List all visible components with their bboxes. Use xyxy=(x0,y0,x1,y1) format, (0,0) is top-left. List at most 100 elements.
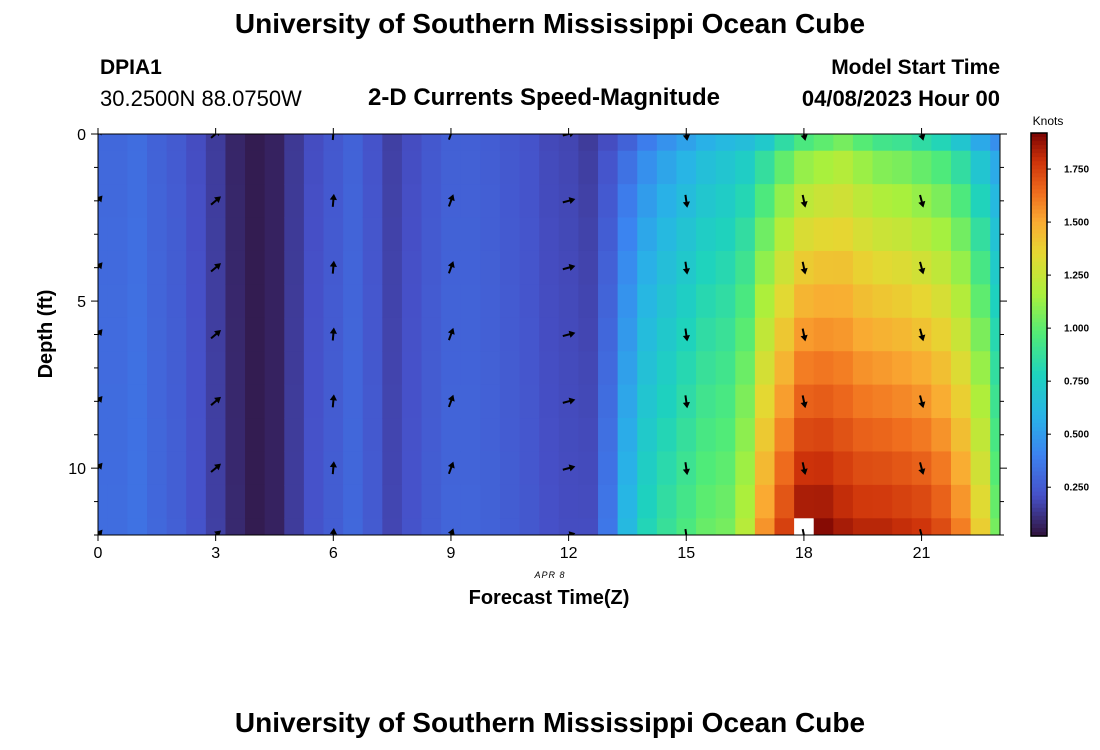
heatmap-cell xyxy=(558,217,580,252)
heatmap-cell xyxy=(107,284,129,319)
heatmap-cell-missing xyxy=(794,518,815,535)
heatmap-cell xyxy=(539,184,560,219)
heatmap-cell xyxy=(343,384,364,419)
heatmap-cell xyxy=(774,518,795,535)
heatmap-cell xyxy=(284,134,305,152)
heatmap-cell xyxy=(401,484,423,519)
heatmap-cell xyxy=(401,518,423,535)
heatmap-cell xyxy=(186,250,207,285)
heatmap-cell xyxy=(872,518,893,535)
heatmap-cell xyxy=(147,484,168,519)
heatmap-cell xyxy=(872,351,893,386)
heatmap-cell xyxy=(950,217,972,252)
colorbar-segment xyxy=(1031,507,1047,513)
colorbar-segment xyxy=(1031,322,1047,328)
heatmap-cell xyxy=(147,150,168,185)
colorbar-segment xyxy=(1031,483,1047,489)
heatmap-cell xyxy=(872,317,893,352)
heatmap-cell xyxy=(578,284,599,319)
heatmap-cell xyxy=(264,150,285,185)
heatmap-cell xyxy=(519,451,540,486)
heatmap-cell xyxy=(147,451,168,486)
heatmap-cell xyxy=(911,418,932,453)
colorbar-segment xyxy=(1031,197,1047,203)
heatmap-cell xyxy=(872,484,893,519)
colorbar-segment xyxy=(1031,302,1047,307)
heatmap-cell xyxy=(98,250,109,285)
heatmap-cell xyxy=(754,317,776,352)
heatmap-cell xyxy=(892,150,913,185)
colorbar-segment xyxy=(1031,245,1047,251)
heatmap-cell xyxy=(225,134,246,152)
colorbar-segment xyxy=(1031,133,1047,138)
heatmap-cell xyxy=(833,217,854,252)
colorbar-segment xyxy=(1031,451,1047,456)
heatmap-cell xyxy=(931,384,952,419)
heatmap-cell xyxy=(499,284,521,319)
heatmap-cell xyxy=(813,217,834,252)
current-arrow xyxy=(682,395,690,409)
heatmap-cell xyxy=(343,518,364,535)
heatmap-cell xyxy=(225,384,246,419)
heatmap-cell xyxy=(186,317,207,352)
heatmap-cell xyxy=(147,418,168,453)
heatmap-cell xyxy=(98,351,109,386)
colorbar-segment xyxy=(1031,342,1047,348)
colorbar-segment xyxy=(1031,326,1047,332)
page-title: University of Southern Mississippi Ocean… xyxy=(234,8,866,39)
heatmap-cell xyxy=(852,284,874,319)
current-arrow xyxy=(447,461,455,475)
colorbar-segment xyxy=(1031,189,1047,195)
heatmap-cell xyxy=(892,134,913,152)
heatmap-cell xyxy=(990,217,1000,252)
heatmap-cell xyxy=(754,484,776,519)
heatmap-cell xyxy=(970,351,991,386)
heatmap-cell xyxy=(107,451,129,486)
current-arrow xyxy=(918,328,926,342)
heatmap-cell xyxy=(656,150,678,185)
date-label: APR 8 xyxy=(533,570,565,580)
heatmap-cell xyxy=(833,451,854,486)
heatmap-cell xyxy=(990,150,1000,185)
heatmap-cell xyxy=(911,217,932,252)
colorbar-segment xyxy=(1031,334,1047,340)
heatmap-cell xyxy=(264,518,285,535)
heatmap-cell xyxy=(833,351,854,386)
heatmap-cell xyxy=(323,351,344,386)
heatmap-cell xyxy=(205,518,227,535)
heatmap-cell xyxy=(264,284,285,319)
heatmap-cell xyxy=(617,150,638,185)
heatmap-cell xyxy=(421,134,442,152)
heatmap-cell xyxy=(225,351,246,386)
heatmap-cell xyxy=(558,150,580,185)
heatmap-cell xyxy=(852,217,874,252)
x-tick-label: 3 xyxy=(211,545,220,562)
heatmap-cell xyxy=(499,451,521,486)
heatmap-cell xyxy=(323,217,344,252)
heatmap-cell xyxy=(735,418,756,453)
heatmap-cell xyxy=(127,150,148,185)
heatmap-cell xyxy=(774,250,795,285)
heatmap-cell xyxy=(715,317,736,352)
heatmap-cell xyxy=(98,184,109,219)
heatmap-cell xyxy=(382,134,403,152)
heatmap-cell xyxy=(676,518,697,535)
heatmap-cell xyxy=(696,484,717,519)
colorbar-segment xyxy=(1031,310,1047,315)
heatmap-cell xyxy=(343,317,364,352)
heatmap-cell xyxy=(519,284,540,319)
colorbar-segment xyxy=(1031,274,1047,279)
heatmap-cell xyxy=(950,284,972,319)
current-arrow xyxy=(918,194,926,208)
heatmap-cell xyxy=(303,518,325,535)
heatmap-cell xyxy=(892,184,913,219)
heatmap-cell xyxy=(264,217,285,252)
colorbar-segment xyxy=(1031,527,1047,533)
heatmap-cell xyxy=(362,351,383,386)
heatmap-cell xyxy=(911,150,932,185)
colorbar-segment xyxy=(1031,382,1047,388)
heatmap-cell xyxy=(872,217,893,252)
colorbar-segment xyxy=(1031,407,1047,412)
heatmap-cell xyxy=(264,418,285,453)
colorbar-segment xyxy=(1031,503,1047,509)
